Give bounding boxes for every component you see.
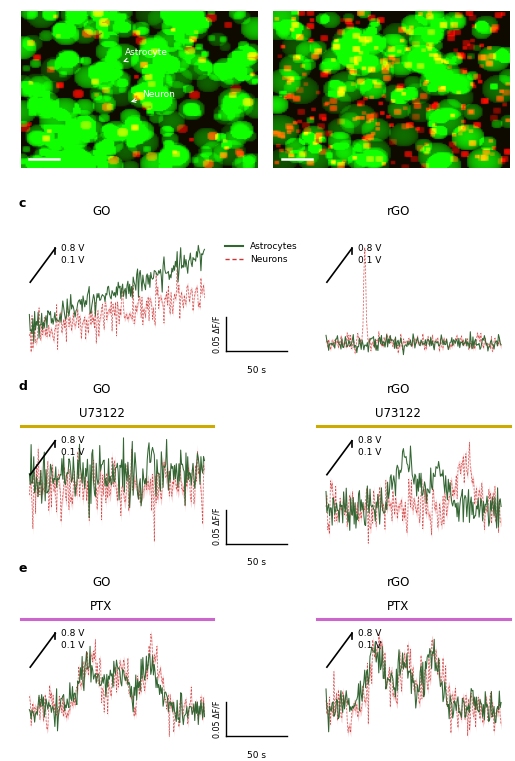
Text: 0.1 V: 0.1 V <box>61 448 84 457</box>
Text: Neuron: Neuron <box>132 90 175 102</box>
Text: 0.8 V: 0.8 V <box>61 244 84 253</box>
Text: 0.8 V: 0.8 V <box>358 436 381 445</box>
Text: 0.05 ΔF/F: 0.05 ΔF/F <box>212 316 221 353</box>
Text: e: e <box>18 562 27 575</box>
Text: GO: GO <box>92 575 111 588</box>
Text: GO: GO <box>92 205 111 218</box>
Text: PTX: PTX <box>387 600 409 613</box>
Text: 0.1 V: 0.1 V <box>61 641 84 650</box>
Text: 0.1 V: 0.1 V <box>358 256 381 265</box>
Text: 0.1 V: 0.1 V <box>358 641 381 650</box>
Text: U73122: U73122 <box>375 407 421 420</box>
Text: 50 s: 50 s <box>247 750 266 759</box>
Text: 50 s: 50 s <box>247 558 266 567</box>
Text: GO: GO <box>92 383 111 396</box>
Text: rGO: rGO <box>386 383 410 396</box>
Text: 0.1 V: 0.1 V <box>61 256 84 265</box>
Text: 0.8 V: 0.8 V <box>61 436 84 445</box>
Text: 0.05 ΔF/F: 0.05 ΔF/F <box>212 508 221 546</box>
Text: PTX: PTX <box>90 600 113 613</box>
Text: c: c <box>18 197 25 210</box>
Text: U73122: U73122 <box>79 407 125 420</box>
Legend: Astrocytes, Neurons: Astrocytes, Neurons <box>221 238 301 268</box>
Text: 0.8 V: 0.8 V <box>61 629 84 638</box>
Text: 0.05 ΔF/F: 0.05 ΔF/F <box>212 700 221 738</box>
Text: 0.8 V: 0.8 V <box>358 629 381 638</box>
Text: 0.8 V: 0.8 V <box>358 244 381 253</box>
Text: rGO: rGO <box>386 205 410 218</box>
Text: 0.1 V: 0.1 V <box>358 448 381 457</box>
Text: d: d <box>18 380 27 393</box>
Text: Astrocyte: Astrocyte <box>124 49 168 62</box>
Text: rGO: rGO <box>386 575 410 588</box>
Text: 50 s: 50 s <box>247 366 266 374</box>
